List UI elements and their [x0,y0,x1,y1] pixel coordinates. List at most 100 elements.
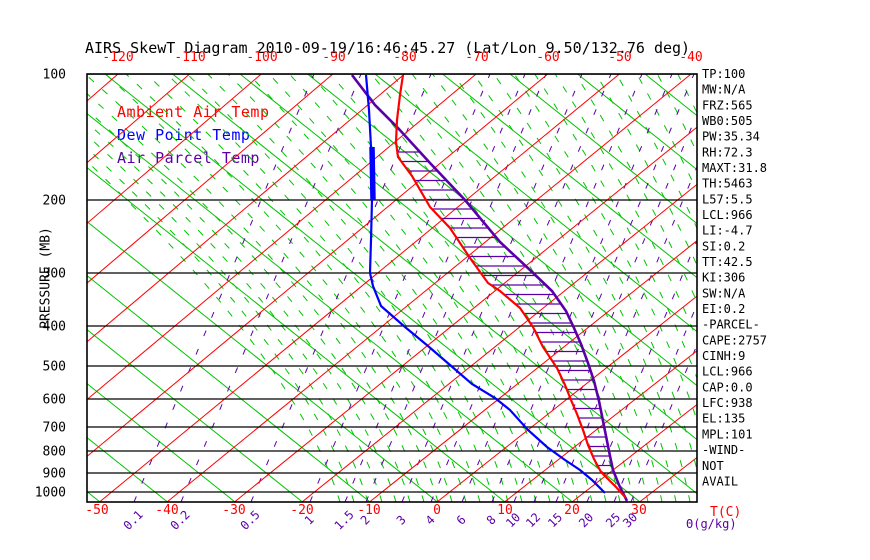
moist-adiabat-line [554,74,697,341]
isotherm-line [369,240,697,502]
dry-adiabat-line [87,220,438,502]
moist-adiabat-line [105,74,439,502]
stats-line: LCL:966 [702,208,753,222]
dry-adiabat-line [374,74,697,333]
isotherm-line [87,74,477,401]
mixing-ratio-tick-label: 3 [394,513,409,528]
stats-line: MW:N/A [702,83,746,97]
dry-adiabat-line [87,274,371,502]
moist-adiabat-line [125,74,453,502]
isotherm-line [436,295,697,502]
dry-adiabat-line [87,166,506,502]
moist-adiabat-line [87,134,369,502]
dry-adiabat-line [172,74,697,495]
stats-line: MAXT:31.8 [702,161,767,175]
isotherm-line [234,126,697,502]
stats-line: -PARCEL- [702,318,760,332]
dry-adiabat-line [87,490,101,502]
moist-adiabat-line [780,74,870,502]
pressure-tick-label: 500 [43,360,66,375]
stats-line: LFC:938 [702,396,753,410]
temp-tick-label-top: -70 [465,50,488,65]
stats-line: CAP:0.0 [702,380,753,394]
temp-tick-label-bottom: -10 [357,503,380,518]
temp-tick-label-bottom: -50 [85,503,108,518]
temp-tick-label-bottom: -30 [222,503,245,518]
isotherm-line [87,74,190,164]
isotherm-line [99,74,620,502]
temp-tick-label-bottom: 10 [497,503,513,518]
temp-tick-label-top: -60 [536,50,559,65]
moist-adiabat-line [513,74,697,422]
isotherm-line [301,183,697,502]
stats-line: LI:-4.7 [702,224,753,238]
stats-line: KI:306 [702,271,745,285]
mixing-ratio-tick-label: 15 [545,510,565,530]
stats-line: LCL:966 [702,365,753,379]
isotherm-line [0,74,46,502]
dew-point-thick-segment [369,146,376,201]
temp-tick-label-top: -90 [322,50,345,65]
dry-adiabat-line [442,74,697,279]
moist-adiabat-line [329,74,593,502]
stats-line: EL:135 [702,412,745,426]
moist-adiabat-line [186,74,495,502]
stats-line: MPL:101 [702,427,753,441]
mixing-ratio-line [461,74,643,502]
temp-axis-unit: T(C) [710,505,741,520]
pressure-tick-label: 800 [43,445,66,460]
mixing-ratio-tick-label: 6 [454,513,469,528]
dry-adiabat-line [239,74,697,441]
stats-line: AVAIL [702,474,738,488]
legend-ambient-air-temp: Ambient Air Temp [117,103,270,121]
isotherm-line [571,403,697,502]
air-parcel-temp-curve [350,74,629,502]
dry-adiabat-line [104,74,641,502]
dry-adiabat-line [509,74,697,225]
moist-adiabat-line [87,93,411,502]
stats-line: WB0:505 [702,114,753,128]
stats-line: -WIND- [702,443,745,457]
temp-tick-label-bottom: -40 [155,503,178,518]
grid-and-curves [0,74,870,502]
stats-line: TT:42.5 [702,255,753,269]
dry-adiabat-line [87,436,168,502]
temp-tick-label-bottom: -20 [290,503,313,518]
moist-adiabat-line [87,121,383,502]
isotherm-line [87,74,334,284]
moist-adiabat-line [452,74,677,502]
moist-adiabat-line [146,74,467,502]
chart-title: AIRS SkewT Diagram 2010-09-19/16:46:45.2… [85,39,691,57]
stats-line: L57:5.5 [702,192,753,206]
pressure-tick-label: 300 [43,267,66,282]
stats-line: CAPE:2757 [702,333,767,347]
stats-line: SW:N/A [702,286,746,300]
temp-tick-label-bottom: 30 [631,503,647,518]
pressure-tick-label: 200 [43,194,66,209]
moist-adiabat-line [493,74,697,473]
mixing-ratio-line [250,74,432,502]
dry-adiabat-line [577,74,697,171]
pressure-tick-label: 600 [43,393,66,408]
temp-tick-label-top: -120 [102,50,133,65]
pressure-tick-label: 900 [43,467,66,482]
moist-adiabat-line [656,74,697,154]
stats-line: SI:0.2 [702,239,745,253]
mixing-ratio-line [133,74,315,502]
stats-line: TH:5463 [702,177,753,191]
moist-adiabat-line [166,74,481,502]
stats-line: FRZ:565 [702,98,753,112]
plot-frame [86,73,698,503]
temp-tick-label-bottom: 20 [564,503,580,518]
moist-adiabat-line [207,74,509,502]
moist-adiabat-line [87,147,355,502]
pressure-tick-label: 100 [43,68,66,83]
isotherm-line [166,74,692,502]
pressure-tick-label: 1000 [35,486,66,501]
stats-line: RH:72.3 [702,145,753,159]
moist-adiabat-line [309,74,579,502]
mixing-ratio-line [430,74,612,502]
mixing-ratio-line [533,113,697,502]
